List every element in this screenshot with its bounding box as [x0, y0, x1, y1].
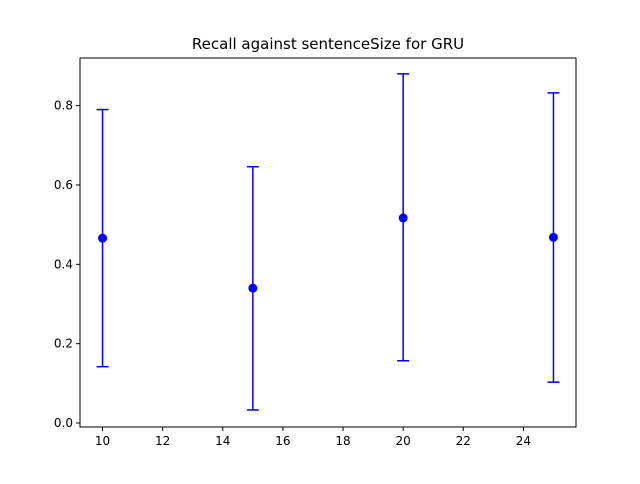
data-point [548, 232, 558, 242]
y-tick-label: 0.0 [54, 416, 73, 430]
data-point [398, 213, 408, 223]
plot-area-frame [79, 57, 577, 428]
x-tick-label: 22 [456, 434, 471, 448]
x-tick-label: 16 [275, 434, 290, 448]
data-point [248, 283, 258, 293]
y-tick-label: 0.4 [54, 257, 73, 271]
x-tick-label: 14 [215, 434, 230, 448]
x-tick-label: 20 [396, 434, 411, 448]
y-tick-label: 0.2 [54, 337, 73, 351]
y-tick-label: 0.8 [54, 99, 73, 113]
data-markers [98, 213, 558, 293]
data-point [98, 233, 108, 243]
chart-title: Recall against sentenceSize for GRU [192, 35, 464, 53]
x-tick-label: 24 [516, 434, 531, 448]
y-tick-label: 0.6 [54, 178, 73, 192]
axis-ticks: 10 12 14 16 18 20 22 24 0.0 0.2 0.4 0.6 0.8 [54, 99, 531, 448]
x-tick-label: 10 [95, 434, 110, 448]
x-tick-label: 18 [335, 434, 350, 448]
x-tick-label: 12 [155, 434, 170, 448]
